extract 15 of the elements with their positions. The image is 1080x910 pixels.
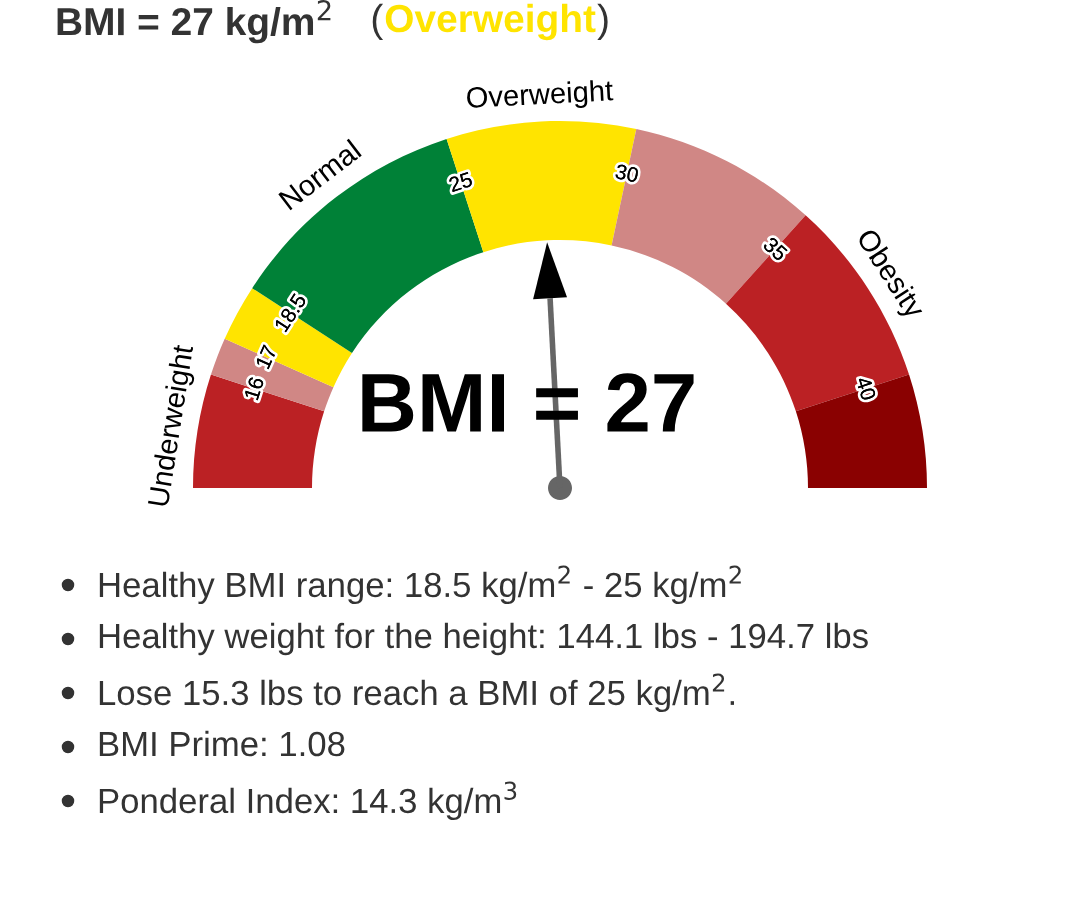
slice-label: Overweight	[466, 79, 614, 114]
text: 25	[448, 171, 474, 193]
text: Lose 15.3 lbs to reach a BMI of 25 kg/m$^{2}$.	[99, 673, 734, 713]
text: 17	[255, 344, 277, 370]
text: Healthy BMI range: 18.5 kg/m$^{2}$ - 25 kg/m$^{2}$	[99, 565, 741, 605]
text: 30	[614, 163, 640, 183]
slice-label: Underweight	[146, 343, 200, 508]
text: Healthy weight for the height: 144.1 lbs - 194.7 lbs	[99, 622, 868, 656]
text: 16	[243, 376, 265, 401]
text: BMI Prime: 1.08	[99, 730, 345, 757]
text: Ponderal Index: 14.3 kg/m$^{3}$	[99, 781, 517, 821]
chart-title: BMI = 27 kg/m$^{2}$	[57, 0, 331, 44]
chart-subtitle: (Overweight)	[372, 3, 608, 41]
text: 40	[855, 375, 877, 402]
text: 35	[762, 236, 789, 262]
